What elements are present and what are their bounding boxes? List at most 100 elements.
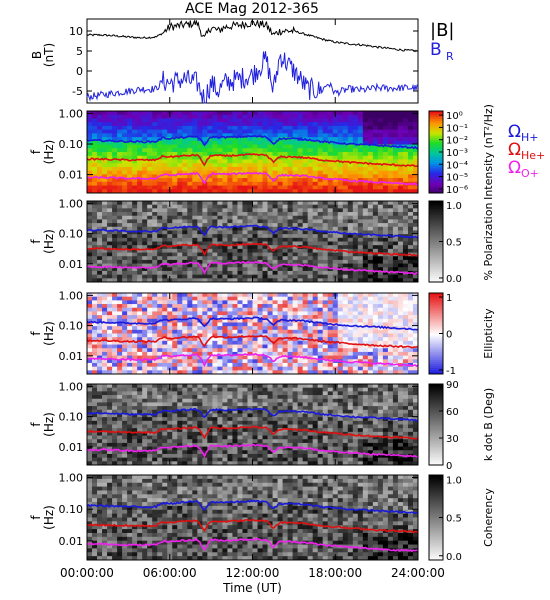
spectrogram-cell: [157, 307, 163, 312]
spectrogram-cell: [197, 166, 203, 172]
spectrogram-cell: [302, 204, 309, 209]
spectrogram-cell: [342, 234, 349, 239]
spectrogram-cell: [407, 333, 414, 338]
spectrogram-cell: [102, 148, 108, 153]
spectrogram-cell: [227, 189, 233, 194]
spectrogram-cell: [192, 114, 198, 119]
spectrogram-cell: [182, 340, 188, 346]
spectrogram-cell: [242, 329, 248, 334]
spectrogram-cell: [92, 333, 98, 338]
spectrogram-cell: [402, 307, 409, 312]
spectrogram-cell: [262, 337, 269, 342]
spectrogram-cell: [112, 450, 118, 455]
spectrogram-cell: [212, 351, 218, 357]
spectrogram-cell: [257, 270, 264, 276]
spectrogram-cell: [97, 215, 103, 220]
spectrogram-cell: [242, 359, 248, 364]
spectrogram-cell: [277, 359, 284, 364]
spectrogram-cell: [112, 133, 118, 138]
colorbar-cell: [429, 139, 443, 143]
spectrogram-cell: [102, 384, 108, 389]
spectrogram-cell: [322, 348, 329, 353]
spectrogram-cell: [397, 274, 404, 279]
spectrogram-cell: [382, 201, 389, 206]
spectrogram-cell: [387, 263, 394, 268]
spectrogram-cell: [237, 189, 243, 194]
spectrogram-cell: [327, 204, 334, 209]
spectrogram-cell: [207, 241, 213, 246]
spectrogram-cell: [142, 318, 148, 323]
spectrogram-cell: [157, 230, 163, 235]
spectrogram-cell: [137, 450, 143, 455]
spectrogram-cell: [307, 241, 314, 246]
spectrogram-cell: [312, 166, 319, 172]
spectrogram-cell: [112, 241, 118, 246]
spectrogram-cell: [337, 304, 344, 309]
spectrogram-cell: [207, 270, 213, 276]
spectrogram-cell: [222, 181, 228, 187]
spectrogram-cell: [277, 148, 284, 153]
colorbar-cell: [429, 170, 443, 173]
spectrogram-cell: [397, 223, 404, 228]
spectrogram-cell: [117, 256, 123, 261]
spectrogram-cell: [372, 111, 379, 116]
spectrogram-cell: [327, 178, 334, 183]
spectrogram-cell: [122, 344, 128, 349]
spectrogram-cell: [327, 118, 334, 123]
spectrogram-cell: [217, 300, 223, 305]
spectrogram-cell: [87, 140, 93, 146]
spectrogram-cell: [152, 278, 158, 283]
spectrogram-cell: [202, 296, 208, 301]
spectrogram-cell: [257, 274, 264, 279]
spectrogram-cell: [127, 439, 133, 444]
spectrogram-cell: [207, 181, 213, 187]
spectrogram-cell: [287, 322, 294, 327]
spectrogram-cell: [377, 230, 384, 235]
spectrogram-cell: [327, 333, 334, 338]
spectrogram-cell: [297, 166, 304, 172]
spectrogram-cell: [377, 223, 384, 228]
spectrogram-cell: [407, 340, 414, 346]
spectrogram-cell: [262, 204, 269, 209]
spectrogram-cell: [102, 144, 108, 149]
spectrogram-cell: [227, 245, 233, 250]
spectrogram-cell: [262, 129, 269, 134]
spectrogram-cell: [117, 318, 123, 323]
spectrogram-cell: [282, 278, 289, 283]
spectrogram-cell: [237, 155, 243, 160]
spectrogram-cell: [187, 174, 193, 179]
spectrogram-cell: [372, 178, 379, 183]
spectrogram-cell: [107, 428, 113, 433]
colorbar-cell: [429, 229, 443, 232]
spectrogram-cell: [177, 230, 183, 235]
spectrogram-cell: [147, 144, 153, 149]
spectrogram-cell: [267, 208, 274, 213]
spectrogram-cell: [177, 122, 183, 127]
y-tick-label: 1.00: [59, 107, 84, 120]
spectrogram-cell: [97, 114, 103, 119]
spectrogram-cell: [172, 413, 178, 418]
spectrogram-cell: [92, 329, 98, 334]
spectrogram-cell: [157, 140, 163, 146]
spectrogram-cell: [127, 398, 133, 403]
spectrogram-cell: [167, 424, 173, 429]
spectrogram-cell: [142, 122, 148, 127]
spectrogram-cell: [202, 307, 208, 312]
spectrogram-cell: [237, 234, 243, 239]
spectrogram-cell: [342, 300, 349, 305]
spectrogram-cell: [272, 333, 279, 338]
spectrogram-cell: [232, 278, 238, 283]
spectrogram-cell: [357, 274, 364, 279]
spectrogram-cell: [322, 155, 329, 160]
spectrogram-cell: [372, 226, 379, 231]
spectrogram-cell: [122, 129, 128, 134]
spectrogram-cell: [182, 366, 188, 371]
spectrogram-cell: [307, 111, 314, 116]
spectrogram-cell: [297, 118, 304, 123]
spectrogram-cell: [202, 178, 208, 183]
spectrogram-cell: [402, 304, 409, 309]
spectrogram-cell: [312, 340, 319, 346]
spectrogram-cell: [237, 237, 243, 242]
spectrogram-cell: [157, 395, 163, 400]
spectrogram-cell: [407, 348, 414, 353]
